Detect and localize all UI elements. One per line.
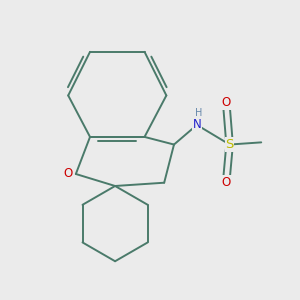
Text: O: O [222,96,231,109]
Text: O: O [222,176,231,189]
Text: N: N [193,118,201,131]
Text: H: H [195,109,202,118]
Text: S: S [225,138,234,151]
Text: O: O [63,167,72,181]
